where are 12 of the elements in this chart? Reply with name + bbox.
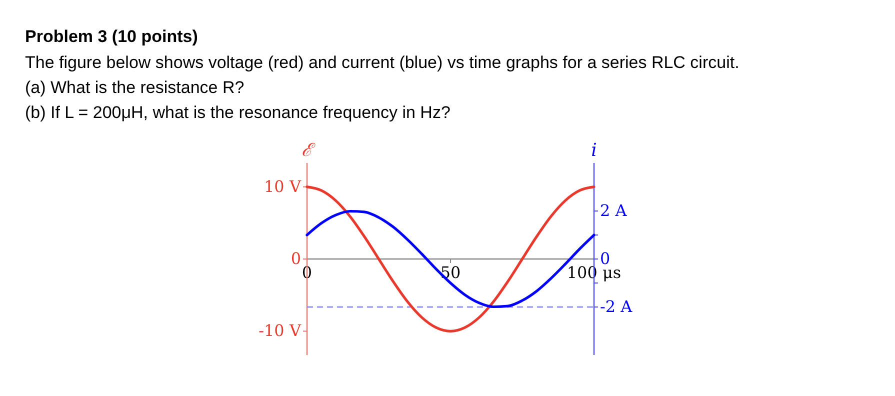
text: The figure below shows voltage (red) and current (blue) vs time graphs for a series RLC circuit. bbox=[25, 53, 740, 72]
y-tick-label: -10 V bbox=[258, 321, 302, 340]
y2-tick-label: -2 A bbox=[600, 297, 633, 316]
text: (a) What is the resistance R? bbox=[25, 78, 244, 97]
y2-axis-title: i bbox=[591, 140, 597, 161]
y2-tick-label: 2 A bbox=[600, 201, 628, 220]
text: (b) If L = 200μH, what is the resonance frequency in Hz? bbox=[25, 103, 450, 122]
y-tick-label: 10 V bbox=[264, 176, 302, 196]
y-axis-title: ℰ bbox=[302, 140, 316, 161]
y-tick-label: 0 bbox=[290, 249, 301, 268]
y2-tick-label: 0 bbox=[600, 249, 610, 268]
text: Problem 3 (10 points) bbox=[25, 27, 198, 46]
